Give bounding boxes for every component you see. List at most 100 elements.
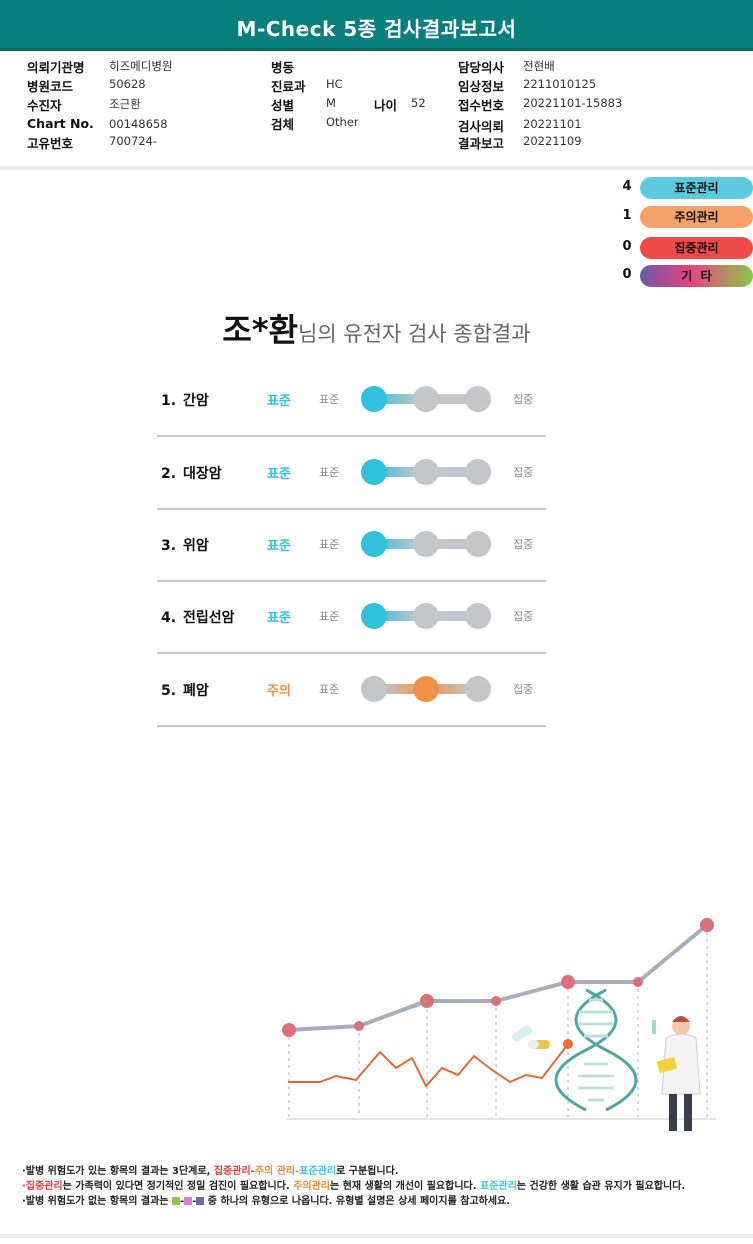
- info-label-specimen: 검체: [271, 117, 295, 132]
- scientist-icon: [652, 1016, 701, 1131]
- info-value-department: HC: [326, 77, 343, 91]
- item-number: 1.: [161, 393, 177, 409]
- patient-masked-name: 조*환: [222, 311, 299, 349]
- info-label-report-date: 결과보고: [458, 136, 505, 151]
- item-number: 3.: [161, 538, 177, 554]
- footnotes: ·발병 위험도가 있는 항목의 결과는 3단계로, 집중관리-주의 관리-표준관…: [22, 1164, 742, 1209]
- scale-label-low: 표준: [319, 610, 340, 623]
- legend-pill: 기 타: [640, 265, 753, 287]
- item-label: 전립선암: [183, 610, 235, 626]
- footnote-text: ·발병 위험도가 없는 항목의 결과는: [22, 1196, 173, 1207]
- type-square-pink: [184, 1197, 193, 1205]
- info-label-age: 나이: [374, 98, 398, 113]
- legend-caution: 1 주의관리: [620, 206, 753, 228]
- footnote-1: ·발병 위험도가 있는 항목의 결과는 3단계로, 집중관리-주의 관리-표준관…: [22, 1164, 742, 1179]
- info-value-report-date: 20221109: [523, 134, 582, 148]
- info-label-receipt-no: 접수번호: [458, 98, 505, 113]
- section-divider: [0, 166, 753, 170]
- risk-level-dot: [361, 459, 387, 485]
- item-status: 표준: [267, 611, 291, 626]
- report-header: M-Check 5종 검사결과보고서: [0, 0, 753, 51]
- risk-level-dot: [413, 459, 439, 485]
- scale-label-high: 집중: [513, 610, 534, 623]
- legend-count: 1: [622, 208, 632, 223]
- risk-level-dot: [413, 676, 439, 702]
- info-value-clinical-info: 2211010125: [523, 77, 597, 91]
- info-value-patient: 조근환: [109, 97, 141, 111]
- footnote-text: 집중관리: [213, 1166, 251, 1177]
- risk-level-dot: [465, 603, 491, 629]
- scale-label-high: 집중: [513, 538, 534, 551]
- type-square-green: [172, 1197, 181, 1205]
- footnote-text: 는 건강한 생활 습관 유지가 필요합니다.: [516, 1181, 686, 1192]
- footnote-text: 주의관리: [293, 1181, 330, 1192]
- risk-level-dot: [413, 386, 439, 412]
- item-number: 4.: [161, 610, 177, 626]
- bottom-divider: [0, 1234, 753, 1238]
- info-label-sex: 성별: [271, 98, 295, 113]
- footnote-text: ·집중관리: [22, 1181, 63, 1192]
- item-label: 폐암: [183, 683, 209, 699]
- illustration-gray-line: [288, 923, 709, 1032]
- info-value-chart-no: 00148658: [109, 117, 168, 131]
- result-row: 4. 전립선암 표준 표준 집중: [157, 580, 546, 654]
- type-square-purple: [196, 1197, 205, 1205]
- illustration-orange-line: [288, 1043, 569, 1088]
- scale-label-high: 집중: [513, 393, 534, 406]
- info-value-institution: 히즈메디병원: [109, 59, 173, 73]
- legend-count: 0: [622, 239, 632, 254]
- item-label: 간암: [183, 393, 209, 409]
- legend-other: 0 기 타: [620, 265, 753, 287]
- info-label-institution: 의뢰기관명: [27, 60, 85, 75]
- risk-level-slider: [361, 603, 491, 629]
- legend-pill: 표준관리: [640, 177, 753, 199]
- footnote-3: ·발병 위험도가 없는 항목의 결과는 -- 중 하나의 유형으로 나옵니다. …: [22, 1196, 511, 1207]
- illustration-dashed-columns: [288, 925, 708, 1117]
- result-row: 5. 폐암 주의 표준 집중: [157, 653, 546, 727]
- info-value-receipt-no: 20221101-15883: [523, 96, 623, 110]
- info-value-age: 52: [411, 96, 426, 110]
- scale-label-high: 집중: [513, 683, 534, 696]
- footnote-text: 표준관리: [480, 1181, 517, 1192]
- scale-label-low: 표준: [319, 538, 340, 551]
- pill-icon: [512, 1025, 550, 1049]
- risk-level-dot: [413, 603, 439, 629]
- scale-label-low: 표준: [319, 393, 340, 406]
- item-label: 위암: [183, 538, 209, 554]
- result-title-suffix: 님의 유전자 검사 종합결과: [298, 322, 531, 346]
- patient-info: 의뢰기관명 히즈메디병원 병원코드 50628 수진자 조근환 Chart No…: [0, 56, 753, 166]
- legend-count: 0: [622, 267, 632, 282]
- info-label-hospital-code: 병원코드: [27, 79, 74, 94]
- info-label-request-date: 검사의뢰: [458, 119, 505, 134]
- item-status: 표준: [267, 539, 291, 554]
- result-row: 2. 대장암 표준 표준 집중: [157, 436, 546, 510]
- footnote-text: 주의 관리: [254, 1166, 296, 1177]
- report-title: M-Check 5종 검사결과보고서: [236, 17, 517, 41]
- scale-label-low: 표준: [319, 683, 340, 696]
- info-label-unique-no: 고유번호: [27, 136, 74, 151]
- info-value-doctor: 전현배: [523, 59, 555, 73]
- info-value-unique-no: 700724-: [109, 134, 158, 148]
- info-label-chart-no: Chart No.: [27, 116, 94, 131]
- item-number: 5.: [161, 683, 177, 699]
- info-value-sex: M: [326, 96, 336, 110]
- item-status: 표준: [267, 467, 291, 482]
- legend-pill: 집중관리: [640, 237, 753, 259]
- legend-count: 4: [622, 179, 632, 194]
- risk-level-dot: [465, 676, 491, 702]
- risk-level-dot: [465, 531, 491, 557]
- footnote-text: ·발병 위험도가 있는 항목의 결과는 3단계로,: [22, 1166, 214, 1177]
- risk-level-slider: [361, 386, 491, 412]
- item-label: 대장암: [183, 466, 222, 482]
- info-value-specimen: Other: [326, 115, 359, 129]
- risk-level-dot: [465, 459, 491, 485]
- info-value-request-date: 20221101: [523, 117, 582, 131]
- result-row: 1. 간암 표준 표준 집중: [157, 363, 546, 437]
- risk-level-dot: [361, 386, 387, 412]
- illustration-orange-end: [563, 1039, 573, 1049]
- info-label-ward: 병동: [271, 60, 295, 75]
- item-name: 4. 전립선암: [161, 607, 235, 627]
- footnote-text: 표준관리: [299, 1166, 337, 1177]
- risk-level-slider: [361, 531, 491, 557]
- item-name: 2. 대장암: [161, 463, 222, 483]
